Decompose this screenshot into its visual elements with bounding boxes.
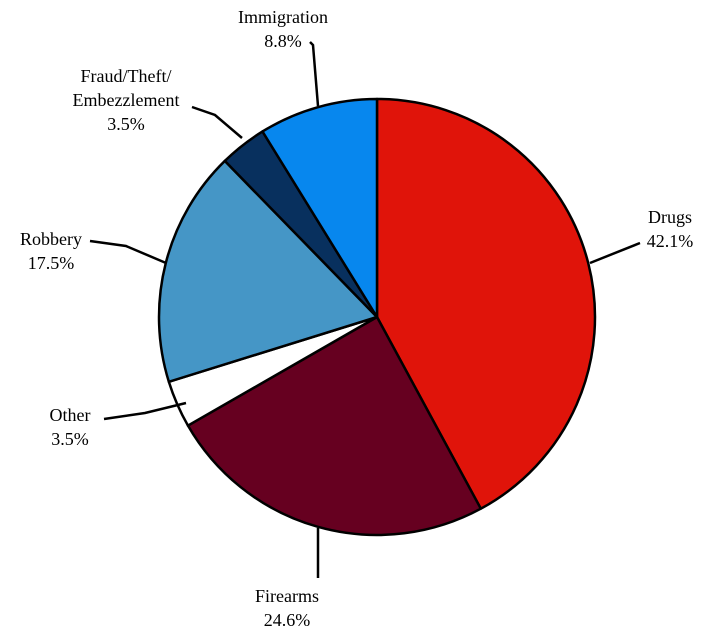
slice-value-firearms: 24.6% xyxy=(264,610,311,630)
slice-value-drugs: 42.1% xyxy=(647,231,694,251)
slice-name-other: Other xyxy=(50,405,91,425)
leader-line-immigration xyxy=(309,41,320,107)
leader-line-drugs xyxy=(589,241,641,265)
slice-value-fraud: 3.5% xyxy=(107,114,145,134)
slice-labels: Drugs 42.1% Firearms 24.6% Other 3.5% Ro… xyxy=(20,7,693,630)
slice-value-immigration: 8.8% xyxy=(264,31,302,51)
slice-value-other: 3.5% xyxy=(51,429,89,449)
pie-slice-immigration xyxy=(261,97,379,319)
slice-name-immigration: Immigration xyxy=(238,7,328,27)
leader-lines xyxy=(89,41,641,578)
slice-value-robbery: 17.5% xyxy=(28,253,75,273)
slice-name-fraud: Fraud/Theft/Embezzlement xyxy=(73,66,180,110)
pie-slice-firearms xyxy=(186,315,483,537)
slice-name-drugs: Drugs xyxy=(648,207,692,227)
pie-slice-drugs xyxy=(375,97,597,510)
leader-line-fraud xyxy=(191,105,243,139)
slice-name-firearms: Firearms xyxy=(255,586,319,606)
leader-line-robbery xyxy=(89,239,167,265)
leader-line-other xyxy=(103,401,187,421)
slice-name-robbery: Robbery xyxy=(20,229,82,249)
pie-slices xyxy=(157,97,597,537)
